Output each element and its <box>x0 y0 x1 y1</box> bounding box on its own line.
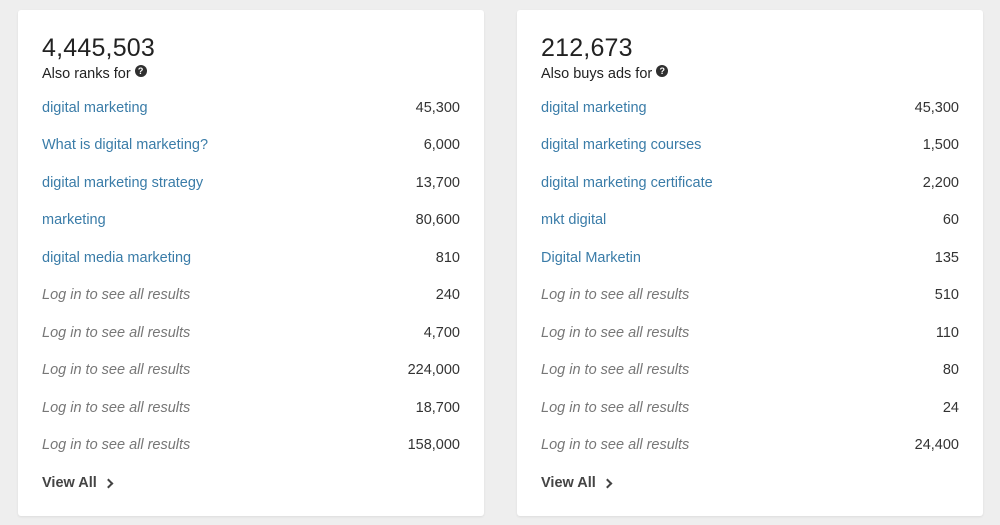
keyword-link[interactable]: digital marketing <box>42 99 148 116</box>
login-prompt-link[interactable]: Log in to see all results <box>42 362 191 379</box>
keyword-volume: 110 <box>935 324 959 341</box>
keyword-volume: 224,000 <box>407 362 460 379</box>
list-item: Digital Marketin 135 <box>541 239 959 277</box>
login-prompt-link[interactable]: Log in to see all results <box>541 287 690 304</box>
ranks-total: 4,445,503 <box>42 34 156 62</box>
also-ranks-card: 4,445,503 Also ranks for ? digital marke… <box>18 10 484 516</box>
list-item: Log in to see all results 158,000 <box>42 427 460 465</box>
keyword-link[interactable]: Digital Marketin <box>541 249 641 266</box>
list-item: Log in to see all results 240 <box>42 277 460 315</box>
keyword-volume: 45,300 <box>914 99 959 116</box>
keyword-volume: 18,700 <box>415 399 460 416</box>
keyword-volume: 510 <box>934 287 959 304</box>
keyword-volume: 135 <box>934 249 959 266</box>
keyword-volume: 24,400 <box>914 437 959 454</box>
also-buys-ads-card: 212,673 Also buys ads for ? digital mark… <box>517 10 983 516</box>
ads-total: 212,673 <box>541 34 633 62</box>
login-prompt-link[interactable]: Log in to see all results <box>541 437 690 454</box>
list-item: Log in to see all results 510 <box>541 277 959 315</box>
view-all-label: View All <box>541 475 596 491</box>
list-item: Log in to see all results 224,000 <box>42 352 460 390</box>
card-subtitle: Also ranks for ? <box>42 64 460 84</box>
keyword-link[interactable]: digital media marketing <box>42 249 192 266</box>
view-all-button[interactable]: View All <box>541 468 959 498</box>
login-prompt-link[interactable]: Log in to see all results <box>541 362 690 379</box>
keyword-link[interactable]: mkt digital <box>541 212 607 229</box>
keyword-link[interactable]: marketing <box>42 212 106 229</box>
keyword-link[interactable]: digital marketing certificate <box>541 174 713 191</box>
list-item: digital marketing strategy 13,700 <box>42 164 460 202</box>
keyword-volume: 45,300 <box>415 99 460 116</box>
login-prompt-link[interactable]: Log in to see all results <box>42 324 191 341</box>
keyword-list: digital marketing 45,300 digital marketin… <box>541 89 959 464</box>
keyword-volume: 24 <box>942 399 959 416</box>
keyword-volume: 80 <box>942 362 959 379</box>
list-item: marketing 80,600 <box>42 202 460 240</box>
login-prompt-link[interactable]: Log in to see all results <box>42 287 191 304</box>
view-all-label: View All <box>42 475 97 491</box>
keyword-link[interactable]: digital marketing strategy <box>42 174 204 191</box>
keyword-volume: 2,200 <box>922 174 959 191</box>
list-item: digital marketing certificate 2,200 <box>541 164 959 202</box>
list-item: Log in to see all results 110 <box>541 314 959 352</box>
list-item: Log in to see all results 4,700 <box>42 314 460 352</box>
keyword-link[interactable]: What is digital marketing? <box>42 137 209 154</box>
question-circle-icon[interactable]: ? <box>134 65 147 77</box>
card-subtitle: Also buys ads for ? <box>541 64 959 84</box>
keyword-volume: 6,000 <box>423 137 460 154</box>
list-item: digital media marketing 810 <box>42 239 460 277</box>
chevron-right-icon <box>602 478 613 488</box>
keyword-list: digital marketing 45,300 What is digital … <box>42 89 460 464</box>
keyword-volume: 158,000 <box>407 437 460 454</box>
keyword-volume: 80,600 <box>415 212 460 229</box>
subtitle-text: Also ranks for <box>42 66 131 82</box>
login-prompt-link[interactable]: Log in to see all results <box>42 437 191 454</box>
keyword-volume: 13,700 <box>415 174 460 191</box>
chevron-right-icon <box>103 478 114 488</box>
list-item: Log in to see all results 80 <box>541 352 959 390</box>
keyword-link[interactable]: digital marketing courses <box>541 137 702 154</box>
question-circle-icon[interactable]: ? <box>656 65 669 77</box>
keyword-link[interactable]: digital marketing <box>541 99 647 116</box>
list-item: Log in to see all results 18,700 <box>42 389 460 427</box>
keyword-volume: 810 <box>435 249 460 266</box>
login-prompt-link[interactable]: Log in to see all results <box>541 399 690 416</box>
subtitle-text: Also buys ads for <box>541 66 653 82</box>
keyword-volume: 60 <box>942 212 959 229</box>
list-item: What is digital marketing? 6,000 <box>42 127 460 165</box>
list-item: digital marketing 45,300 <box>42 89 460 127</box>
keyword-volume: 4,700 <box>423 324 460 341</box>
view-all-button[interactable]: View All <box>42 468 460 498</box>
login-prompt-link[interactable]: Log in to see all results <box>541 324 690 341</box>
keyword-volume: 1,500 <box>922 137 959 154</box>
list-item: Log in to see all results 24 <box>541 389 959 427</box>
list-item: digital marketing courses 1,500 <box>541 127 959 165</box>
keyword-volume: 240 <box>435 287 460 304</box>
list-item: Log in to see all results 24,400 <box>541 427 959 465</box>
list-item: digital marketing 45,300 <box>541 89 959 127</box>
list-item: mkt digital 60 <box>541 202 959 240</box>
login-prompt-link[interactable]: Log in to see all results <box>42 399 191 416</box>
